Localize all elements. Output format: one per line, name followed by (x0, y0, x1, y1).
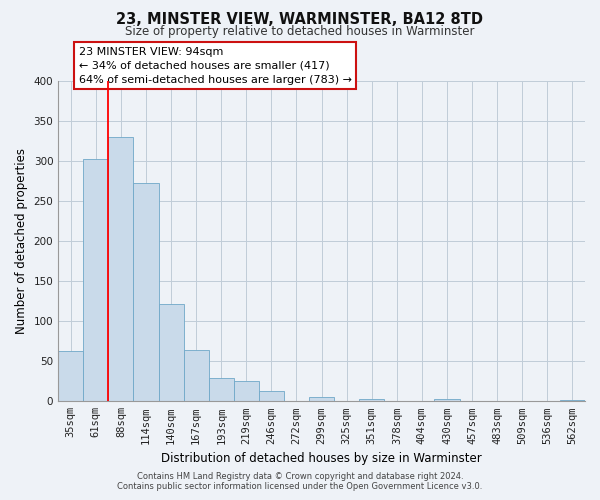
Text: Contains HM Land Registry data © Crown copyright and database right 2024.
Contai: Contains HM Land Registry data © Crown c… (118, 472, 482, 491)
Bar (83, 159, 109, 402)
Bar (359, 399, 385, 402)
Y-axis label: Number of detached properties: Number of detached properties (15, 148, 28, 334)
Bar (158, 304, 184, 402)
Bar (184, 350, 209, 402)
Text: 23 MINSTER VIEW: 94sqm
← 34% of detached houses are smaller (417)
64% of semi-de: 23 MINSTER VIEW: 94sqm ← 34% of detached… (79, 46, 352, 84)
Bar (133, 184, 158, 402)
Bar (109, 137, 133, 402)
Text: Size of property relative to detached houses in Warminster: Size of property relative to detached ho… (125, 25, 475, 38)
Bar (209, 378, 234, 402)
Text: 23, MINSTER VIEW, WARMINSTER, BA12 8TD: 23, MINSTER VIEW, WARMINSTER, BA12 8TD (116, 12, 484, 28)
Bar (259, 391, 284, 402)
Bar (309, 398, 334, 402)
Bar (234, 382, 259, 402)
X-axis label: Distribution of detached houses by size in Warminster: Distribution of detached houses by size … (161, 452, 482, 465)
Bar (434, 399, 460, 402)
Bar (560, 400, 585, 402)
Bar (58, 351, 83, 402)
